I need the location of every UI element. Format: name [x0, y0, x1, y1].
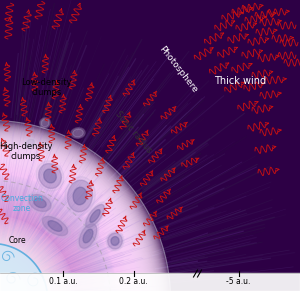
Circle shape: [0, 221, 70, 291]
Circle shape: [0, 128, 163, 291]
Circle shape: [0, 207, 84, 291]
Ellipse shape: [86, 205, 104, 228]
Circle shape: [0, 219, 72, 291]
Circle shape: [0, 168, 123, 291]
Circle shape: [0, 150, 141, 291]
Ellipse shape: [41, 119, 49, 127]
Circle shape: [0, 199, 92, 291]
Circle shape: [0, 186, 105, 291]
Ellipse shape: [44, 169, 56, 183]
Circle shape: [0, 275, 16, 291]
Circle shape: [0, 159, 132, 291]
Circle shape: [0, 272, 19, 291]
Circle shape: [0, 195, 96, 291]
Text: Convection
zone: Convection zone: [0, 194, 43, 213]
Circle shape: [0, 205, 86, 291]
Circle shape: [0, 156, 135, 291]
Circle shape: [0, 256, 34, 291]
Circle shape: [0, 230, 61, 291]
Circle shape: [0, 254, 37, 291]
Circle shape: [0, 239, 52, 291]
Circle shape: [0, 212, 79, 291]
Circle shape: [0, 267, 24, 291]
Circle shape: [0, 206, 85, 291]
Circle shape: [0, 270, 21, 291]
Circle shape: [0, 258, 33, 291]
Circle shape: [0, 130, 160, 291]
Circle shape: [0, 279, 12, 291]
Circle shape: [0, 244, 46, 291]
Circle shape: [0, 247, 44, 291]
Ellipse shape: [24, 138, 36, 148]
Circle shape: [0, 153, 138, 291]
Circle shape: [0, 263, 28, 291]
Circle shape: [0, 209, 82, 291]
Circle shape: [0, 281, 10, 291]
Circle shape: [0, 179, 112, 291]
Text: Thick wind: Thick wind: [214, 77, 266, 86]
Circle shape: [0, 223, 68, 291]
Circle shape: [0, 257, 34, 291]
Circle shape: [0, 286, 5, 291]
Circle shape: [0, 276, 15, 291]
Circle shape: [0, 287, 4, 291]
Circle shape: [0, 189, 102, 291]
Circle shape: [0, 288, 3, 291]
Text: 0.1 a.u.: 0.1 a.u.: [49, 277, 77, 286]
Text: 0.2 a.u.: 0.2 a.u.: [119, 277, 148, 286]
Circle shape: [0, 215, 76, 291]
Circle shape: [0, 136, 154, 291]
Circle shape: [0, 221, 70, 291]
Circle shape: [0, 242, 50, 291]
Circle shape: [0, 146, 145, 291]
Circle shape: [0, 123, 167, 291]
Ellipse shape: [48, 221, 62, 231]
Circle shape: [0, 265, 26, 291]
Circle shape: [0, 138, 153, 291]
Circle shape: [0, 194, 97, 291]
Circle shape: [0, 154, 137, 291]
Circle shape: [0, 226, 65, 291]
Circle shape: [0, 169, 122, 291]
Circle shape: [0, 243, 48, 291]
Ellipse shape: [79, 224, 97, 248]
Ellipse shape: [83, 229, 93, 243]
Circle shape: [0, 265, 26, 291]
Circle shape: [0, 166, 125, 291]
Circle shape: [0, 202, 89, 291]
Text: Low-density
clumps: Low-density clumps: [21, 78, 72, 97]
Circle shape: [0, 259, 32, 291]
Circle shape: [0, 260, 32, 291]
Circle shape: [0, 121, 169, 291]
Circle shape: [0, 252, 39, 291]
Circle shape: [0, 240, 51, 291]
Ellipse shape: [73, 187, 87, 205]
Circle shape: [0, 190, 101, 291]
Circle shape: [0, 225, 66, 291]
Text: Sonic radius: Sonic radius: [113, 110, 154, 155]
Circle shape: [0, 137, 154, 291]
Circle shape: [0, 260, 31, 291]
Circle shape: [0, 248, 43, 291]
Circle shape: [0, 271, 20, 291]
Circle shape: [0, 251, 40, 291]
Circle shape: [0, 242, 49, 291]
Circle shape: [0, 132, 160, 291]
Circle shape: [0, 170, 121, 291]
Circle shape: [0, 222, 69, 291]
Circle shape: [0, 249, 43, 291]
Circle shape: [0, 173, 118, 291]
Wedge shape: [0, 244, 47, 291]
Circle shape: [0, 231, 60, 291]
Circle shape: [0, 262, 29, 291]
Circle shape: [0, 230, 60, 291]
Circle shape: [0, 151, 140, 291]
Circle shape: [0, 171, 120, 291]
Circle shape: [0, 227, 64, 291]
Circle shape: [0, 134, 157, 291]
Circle shape: [0, 191, 100, 291]
Text: -5 a.u.: -5 a.u.: [226, 277, 251, 286]
Circle shape: [0, 220, 71, 291]
Circle shape: [0, 289, 2, 291]
